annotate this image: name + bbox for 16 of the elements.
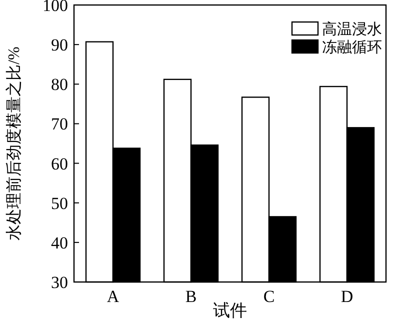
- y-axis-title: 水处理前后劲度模量之比/%: [5, 46, 23, 240]
- legend-label: 冻融循环: [322, 39, 382, 56]
- x-tick-label: B: [185, 287, 197, 306]
- x-axis-title: 试件: [213, 301, 247, 320]
- y-tick-label: 50: [51, 194, 68, 213]
- x-tick-label: C: [263, 287, 275, 306]
- y-tick-label: 100: [42, 0, 68, 15]
- y-tick-label: 90: [51, 36, 68, 55]
- legend-label: 高温浸水: [322, 21, 382, 38]
- x-tick-label: D: [340, 287, 354, 306]
- y-tick-label: 70: [51, 114, 68, 134]
- y-tick-label: 30: [51, 273, 68, 292]
- y-tick-label: 60: [51, 154, 68, 174]
- y-tick-label: 40: [51, 233, 68, 252]
- x-tick-label: A: [106, 287, 120, 306]
- y-tick-label: 80: [51, 75, 68, 94]
